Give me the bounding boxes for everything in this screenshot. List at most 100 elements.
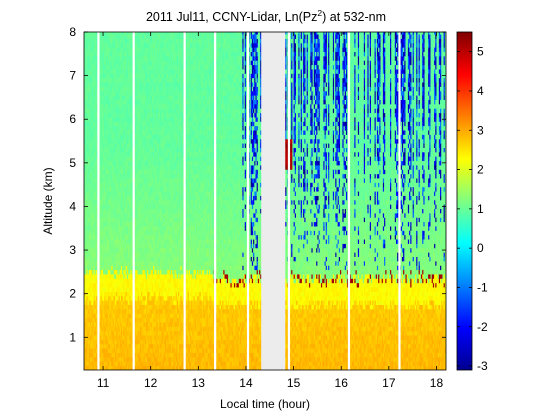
heatmap-cell [107,38,110,44]
heatmap-cell [114,165,117,170]
heatmap-cell [114,121,117,127]
heatmap-cell [103,64,105,70]
heatmap-cell [94,239,97,244]
heatmap-cell [99,69,102,74]
heatmap-cell [100,247,103,253]
heatmap-cell [100,322,103,327]
heatmap-cell [113,51,116,57]
heatmap-cell [116,208,118,214]
heatmap-cell [87,365,90,370]
heatmap-cell [104,47,106,53]
heatmap-cell [113,348,116,353]
heatmap-cell [104,260,106,266]
heatmap-cell [100,295,103,301]
heatmap-cell [85,143,87,148]
heatmap-cell [91,143,93,148]
heatmap-cell [109,260,111,266]
heatmap-cell [84,169,86,175]
heatmap-cell [112,134,115,140]
heatmap-cell [100,32,103,35]
heatmap-cell [88,234,91,240]
heatmap-cell [103,147,105,153]
heatmap-cell [111,208,113,214]
heatmap-cell [106,199,109,205]
heatmap-cell [93,269,96,275]
heatmap-cell [109,134,111,140]
heatmap-cell [109,42,111,48]
heatmap-cell [86,173,88,179]
heatmap-cell [114,186,117,192]
heatmap-cell [116,313,118,319]
heatmap-cell [87,191,90,196]
heatmap-cell [91,134,93,140]
heatmap-cell [86,77,88,83]
heatmap-cell [116,51,118,57]
heatmap-cell [113,103,116,109]
heatmap-cell [85,343,87,349]
heatmap-cell [103,151,105,157]
heatmap-cell [103,208,105,214]
heatmap-cell [84,308,86,314]
heatmap-cell [106,130,109,135]
heatmap-cell [105,64,108,70]
heatmap-cell [92,195,94,201]
heatmap-cell [104,95,106,100]
heatmap-cell [111,274,113,279]
heatmap-cell [101,204,104,210]
heatmap-cell [116,287,118,292]
heatmap-cell [101,208,104,214]
heatmap-cell [114,212,117,218]
heatmap-cell [105,138,108,144]
heatmap-cell [114,151,117,157]
heatmap-cell [100,191,103,196]
heatmap-cell [116,147,118,153]
heatmap-cell [104,208,106,214]
heatmap-cell [89,308,92,314]
heatmap-cell [105,147,108,153]
heatmap-cell [93,112,96,118]
heatmap-cell [95,125,98,131]
heatmap-cell [92,278,94,284]
heatmap-cell [93,186,96,192]
heatmap-cell [101,217,104,223]
heatmap-cell [113,221,116,227]
heatmap-cell [105,212,108,218]
heatmap-cell [112,55,115,61]
heatmap-cell [113,304,116,310]
heatmap-cell [111,38,113,44]
heatmap-cell [92,173,94,179]
heatmap-cell [113,226,116,231]
heatmap-cell [84,165,86,170]
heatmap-cell [107,265,110,271]
heatmap-cell [103,365,105,370]
heatmap-cell [106,42,109,48]
heatmap-cell [112,186,115,192]
heatmap-cell [91,108,93,114]
heatmap-cell [87,64,90,70]
heatmap-cell [103,77,105,83]
heatmap-cell [116,160,118,166]
heatmap-cell [95,156,98,162]
heatmap-cell [110,32,112,35]
heatmap-cell [88,269,91,275]
heatmap-cell [111,260,113,266]
heatmap-cell [95,322,98,327]
heatmap-cell [107,82,110,87]
heatmap-cell [103,287,105,292]
heatmap-cell [99,51,102,57]
heatmap-cell [112,212,115,218]
heatmap-cell [92,165,94,170]
heatmap-cell [106,226,109,231]
heatmap-cell [87,108,90,114]
heatmap-cell [89,51,92,57]
heatmap-cell [94,156,97,162]
heatmap-cell [111,304,113,310]
heatmap-cell [111,265,113,271]
heatmap-cell [109,151,111,157]
heatmap-cell [111,95,113,100]
heatmap-cell [116,226,118,231]
heatmap-cell [109,47,111,53]
heatmap-cell [100,108,103,114]
heatmap-cell [95,32,98,35]
heatmap-cell [94,151,97,157]
